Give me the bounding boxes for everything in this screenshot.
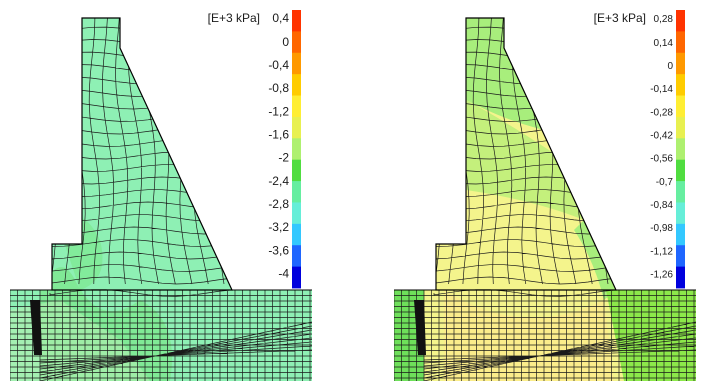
legend-tick-label: -1,6 (268, 128, 289, 142)
contour-zone (466, 18, 544, 130)
legend-swatch (676, 266, 685, 289)
legend-swatch (676, 202, 685, 225)
legend-tick-label: 0,14 (654, 38, 674, 49)
legend-tick-label: -3,2 (268, 220, 289, 234)
legend-tick-label: -1,26 (650, 270, 673, 281)
legend-swatch (292, 266, 301, 289)
legend-tick-label: -1,2 (268, 104, 289, 118)
legend-tick-label: -0,4 (268, 58, 289, 72)
color-legend: [E+3 kPa] 0,28 0,14 0 -0,14 -0,28 -0,42 -0,56 -0… (594, 10, 685, 289)
legend-swatch (676, 159, 685, 182)
legend-tick-label: -0,8 (268, 81, 289, 95)
legend-swatch (292, 10, 301, 32)
contour-panel-left: [E+3 kPa] 0,4 0 -0,4 -0,8 -1,2 -1,6 -2 -2,4 -2,8 -… (10, 10, 312, 381)
legend-swatch (292, 31, 301, 54)
contour-panel-right: [E+3 kPa] 0,28 0,14 0 -0,14 -0,28 -0,42 -0,56 -0… (394, 10, 696, 381)
legend-tick-label: 0 (667, 61, 673, 72)
dam-body (52, 18, 232, 290)
legend-tick-label: -2,8 (268, 197, 289, 211)
legend-swatch (676, 31, 685, 54)
legend-tick-label: -0,98 (650, 223, 673, 234)
legend-swatch (292, 74, 301, 96)
legend-tick-label: -1,12 (650, 246, 673, 257)
legend-swatch (292, 116, 301, 139)
legend-tick-label: -4 (278, 267, 289, 281)
legend-swatch (676, 74, 685, 96)
legend-tick-label: -2 (278, 151, 289, 165)
legend-tick-label: 0,28 (654, 14, 674, 25)
legend-unit-label: [E+3 kPa] (208, 11, 260, 25)
color-legend: [E+3 kPa] 0,4 0 -0,4 -0,8 -1,2 -1,6 -2 -2,4 -2,8 -… (208, 10, 301, 289)
legend-swatch (676, 223, 685, 246)
legend-swatch (676, 116, 685, 139)
legend-swatch (676, 10, 685, 32)
legend-swatch (292, 245, 301, 268)
legend-swatch (292, 138, 301, 161)
legend-swatch (676, 95, 685, 118)
legend-unit-label: [E+3 kPa] (594, 11, 646, 25)
legend-swatch (292, 223, 301, 246)
legend-tick-label: -3,6 (268, 243, 289, 257)
legend-tick-label: -0,84 (650, 200, 673, 211)
legend-swatch (676, 181, 685, 203)
legend-swatch (292, 52, 301, 75)
legend-swatch (676, 138, 685, 161)
contour-zone (574, 220, 616, 300)
legend-tick-label: 0 (282, 35, 289, 49)
legend-tick-label: -0,14 (650, 84, 673, 95)
legend-tick-label: -0,7 (656, 177, 674, 188)
legend-swatch (292, 95, 301, 118)
legend-tick-label: -0,56 (650, 154, 673, 165)
legend-swatch (292, 159, 301, 182)
legend-tick-label: -2,4 (268, 174, 289, 188)
legend-swatch (676, 52, 685, 75)
contour-zone (606, 290, 696, 381)
gallery-mark (414, 300, 426, 355)
legend-tick-label: 0,4 (272, 11, 289, 25)
legend-swatch (292, 202, 301, 225)
gallery-mark (30, 300, 42, 355)
legend-swatch (676, 245, 685, 268)
legend-tick-label: -0,42 (650, 131, 673, 142)
legend-swatch (292, 181, 301, 203)
legend-tick-label: -0,28 (650, 107, 673, 118)
